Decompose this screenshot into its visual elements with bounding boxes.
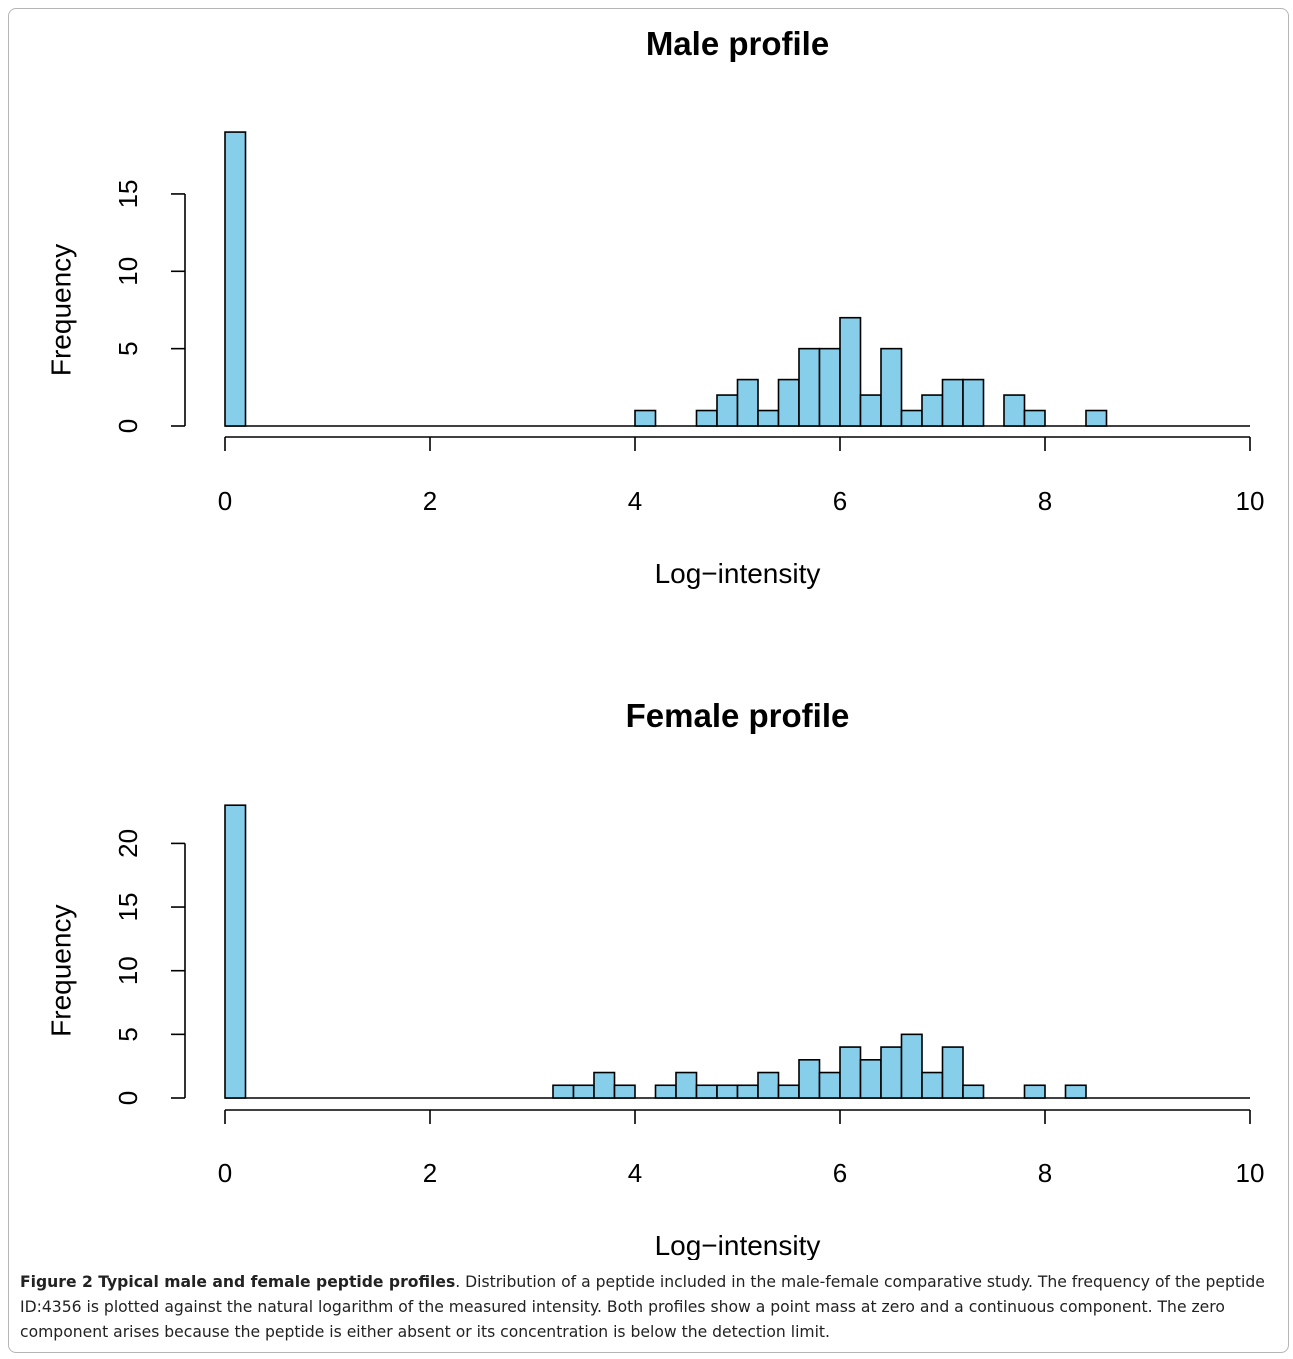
female-x-axis: 0 2 4 6 8 10	[218, 1109, 1265, 1188]
female-bar-13	[818, 1071, 841, 1099]
female-x-axis-label: Log−intensity	[655, 1230, 821, 1260]
male-bar-2	[695, 409, 718, 427]
male-bar-7	[798, 347, 821, 427]
female-bar-0	[224, 804, 247, 1099]
male-bar-14	[941, 378, 964, 427]
female-bar-14	[839, 1046, 862, 1099]
male-bar-12	[900, 409, 923, 427]
female-x-tick-label-3: 6	[833, 1158, 847, 1188]
male-histogram: Male profile 0 2 4 6 8 10 0 5 10 15 Log−intensity Fr…	[45, 25, 1264, 589]
female-bar-5	[654, 1084, 677, 1099]
female-bar-7	[695, 1084, 718, 1099]
female-x-tick-label-5: 10	[1236, 1158, 1265, 1188]
female-y-tick-label-0: 0	[113, 1091, 143, 1105]
male-y-tick-label-3: 15	[113, 179, 143, 208]
male-bar-6	[777, 378, 800, 427]
female-bar-9	[736, 1084, 759, 1099]
male-bar-9	[839, 316, 862, 427]
female-bar-10	[757, 1071, 780, 1099]
female-bar-6	[675, 1071, 698, 1099]
female-bar-17	[900, 1033, 923, 1099]
male-y-tick-label-1: 5	[113, 341, 143, 355]
male-chart-title: Male profile	[646, 25, 829, 62]
male-bar-17	[1023, 409, 1046, 427]
male-bar-0	[224, 131, 247, 427]
male-x-tick-label-5: 10	[1236, 486, 1265, 516]
female-bar-1	[552, 1084, 575, 1099]
male-bar-3	[716, 394, 739, 427]
figure-frame	[8, 8, 1289, 1353]
female-chart-title: Female profile	[626, 697, 850, 734]
male-bar-11	[880, 347, 903, 427]
male-bar-8	[818, 347, 841, 427]
male-bar-16	[1003, 394, 1026, 427]
female-x-tick-label-0: 0	[218, 1158, 232, 1188]
female-bar-19	[941, 1046, 964, 1099]
male-y-axis-label: Frequency	[45, 244, 76, 376]
male-y-tick-label-2: 10	[113, 257, 143, 286]
caption-text: . Distribution of a peptide included in …	[20, 1273, 1265, 1341]
female-bar-3	[593, 1071, 616, 1099]
female-x-tick-label-1: 2	[423, 1158, 437, 1188]
female-bar-11	[777, 1084, 800, 1099]
male-bar-1	[634, 409, 657, 427]
male-bar-4	[736, 378, 759, 427]
female-x-tick-label-2: 4	[628, 1158, 642, 1188]
female-histogram: Female profile 0 2 4 6 8 10 0 5 10 15 20 Log−intensi…	[45, 697, 1264, 1260]
male-x-tick-label-1: 2	[423, 486, 437, 516]
male-x-tick-label-4: 8	[1038, 486, 1052, 516]
female-bar-16	[880, 1046, 903, 1099]
female-x-tick-label-4: 8	[1038, 1158, 1052, 1188]
female-bar-20	[962, 1084, 985, 1099]
male-x-tick-label-0: 0	[218, 486, 232, 516]
male-x-tick-label-2: 4	[628, 486, 642, 516]
male-bar-10	[859, 394, 882, 427]
male-x-axis: 0 2 4 6 8 10	[218, 436, 1265, 516]
female-bar-21	[1023, 1084, 1046, 1099]
female-bar-2	[572, 1084, 595, 1099]
female-bar-22	[1064, 1084, 1087, 1099]
female-bar-4	[613, 1084, 636, 1099]
female-y-tick-label-3: 15	[113, 893, 143, 922]
female-y-axis-label: Frequency	[45, 905, 76, 1037]
female-bar-15	[859, 1059, 882, 1099]
male-bar-13	[921, 394, 944, 427]
male-bar-15	[962, 378, 985, 427]
female-bar-18	[921, 1071, 944, 1099]
female-bar-8	[716, 1084, 739, 1099]
female-y-tick-label-4: 20	[113, 829, 143, 858]
female-y-axis: 0 5 10 15 20	[113, 829, 186, 1105]
male-y-axis: 0 5 10 15	[113, 179, 186, 433]
female-y-tick-label-1: 5	[113, 1027, 143, 1041]
female-y-tick-label-2: 10	[113, 956, 143, 985]
male-x-axis-label: Log−intensity	[655, 558, 821, 589]
figure-charts: Male profile 0 2 4 6 8 10 0 5 10 15 Log−intensity Fr…	[45, 25, 1264, 1260]
figure-caption: Figure 2 Typical male and female peptide…	[20, 1270, 1278, 1345]
male-y-tick-label-0: 0	[113, 419, 143, 433]
male-bar-5	[757, 409, 780, 427]
caption-lead: Figure 2 Typical male and female peptide…	[20, 1273, 456, 1291]
male-x-tick-label-3: 6	[833, 486, 847, 516]
male-bar-18	[1085, 409, 1108, 427]
female-bar-12	[798, 1059, 821, 1099]
